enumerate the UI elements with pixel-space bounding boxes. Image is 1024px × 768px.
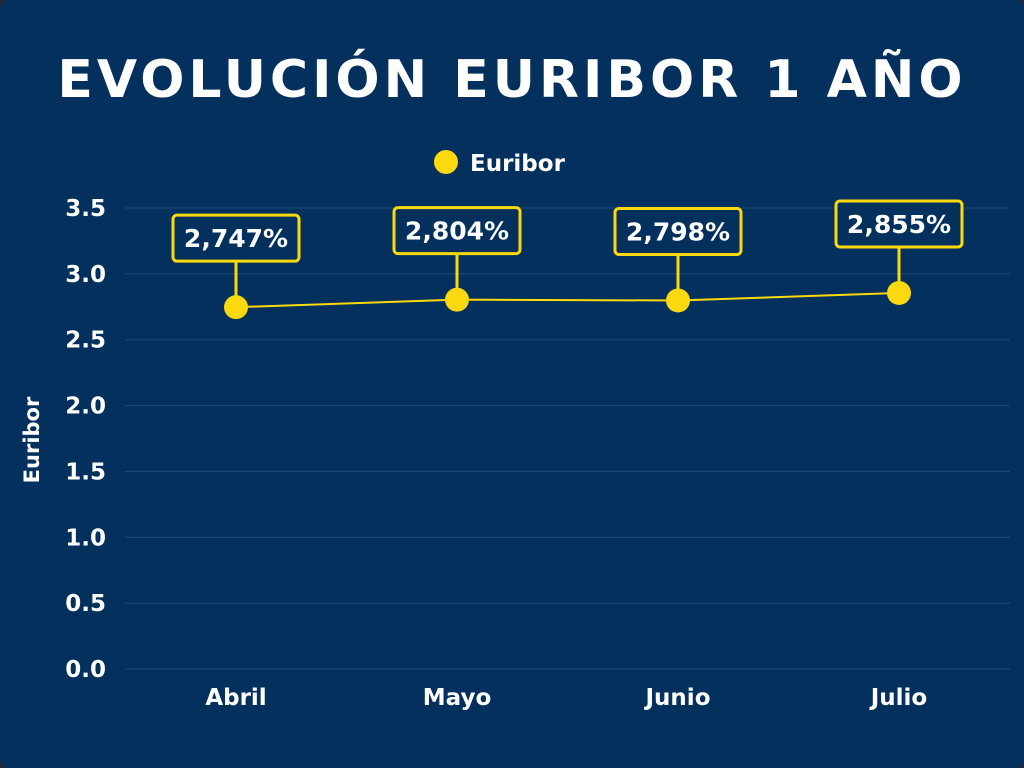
data-point bbox=[666, 288, 690, 313]
legend-marker bbox=[434, 150, 458, 174]
data-label: 2,798% bbox=[626, 217, 730, 246]
y-tick-label: 3.0 bbox=[65, 262, 106, 288]
data-label: 2,747% bbox=[184, 224, 288, 253]
legend: Euribor bbox=[434, 150, 566, 177]
x-axis-labels: Abril Mayo Junio Julio bbox=[205, 685, 927, 711]
data-callout: 2,855% bbox=[834, 199, 964, 293]
y-tick-label: 0.5 bbox=[65, 591, 106, 617]
y-tick-label: 1.0 bbox=[65, 525, 106, 551]
x-tick-label: Mayo bbox=[423, 685, 492, 711]
legend-label: Euribor bbox=[470, 151, 566, 177]
callout-box bbox=[392, 206, 522, 256]
x-tick-label: Julio bbox=[869, 685, 928, 711]
y-tick-label: 0.0 bbox=[65, 657, 106, 683]
x-tick-label: Junio bbox=[644, 685, 711, 711]
data-point bbox=[887, 280, 911, 305]
y-tick-label: 2.0 bbox=[65, 394, 106, 420]
grid-lines bbox=[125, 207, 1010, 670]
data-point bbox=[224, 295, 248, 320]
callouts: 2,747% 2,804% 2,798% 2,855% bbox=[171, 199, 964, 308]
y-axis-ticks: 0.0 0.5 1.0 1.5 2.0 2.5 3.0 3.5 bbox=[65, 196, 106, 683]
data-callout: 2,798% bbox=[613, 206, 743, 301]
y-tick-label: 3.5 bbox=[65, 196, 106, 222]
series-line bbox=[235, 291, 900, 309]
y-axis-label: Euribor bbox=[20, 396, 44, 483]
callout-box bbox=[171, 213, 301, 263]
x-tick-label: Abril bbox=[205, 685, 266, 711]
data-label: 2,855% bbox=[847, 210, 951, 239]
y-tick-label: 1.5 bbox=[65, 459, 106, 485]
data-callout: 2,747% bbox=[171, 213, 301, 308]
data-callout: 2,804% bbox=[392, 206, 522, 300]
series-line-group bbox=[235, 291, 900, 309]
data-point bbox=[445, 287, 469, 312]
y-tick-label: 2.5 bbox=[65, 328, 106, 354]
data-label: 2,804% bbox=[405, 217, 509, 246]
chart-title: EVOLUCIÓN EURIBOR 1 AÑO bbox=[57, 50, 967, 110]
callout-box bbox=[613, 206, 743, 256]
points bbox=[224, 280, 911, 320]
callout-box bbox=[834, 199, 964, 249]
